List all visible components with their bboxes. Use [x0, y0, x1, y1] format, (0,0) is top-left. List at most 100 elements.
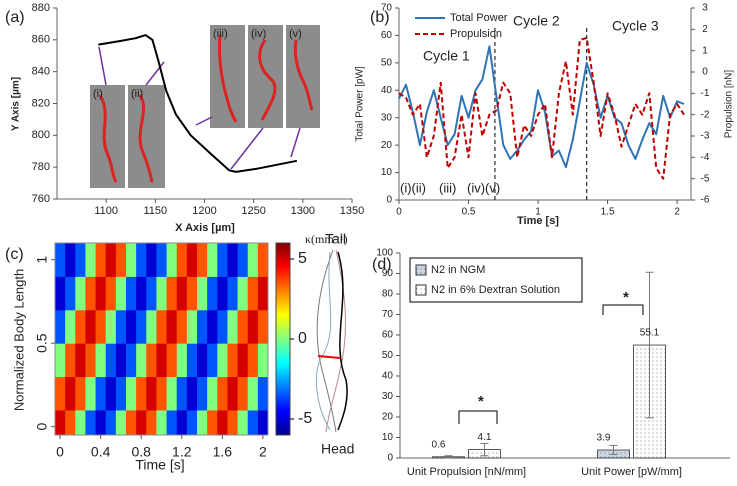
panel-label: (c) [5, 246, 24, 263]
annotation: (iv)(v) [467, 180, 500, 195]
worm [258, 39, 277, 121]
inset-image [210, 25, 245, 128]
heat-cell [146, 243, 157, 277]
heat-cell [75, 376, 86, 411]
heat-cell [115, 243, 127, 277]
x-tick-label: 1 [535, 207, 541, 218]
x-tick-label: 1.2 [172, 444, 192, 460]
heat-cell [186, 409, 198, 436]
heat-cell [95, 343, 107, 378]
annotation: * [478, 393, 484, 410]
heat-cell [227, 343, 239, 378]
heat-cell [197, 276, 208, 311]
y-tick-label: 10 [382, 432, 394, 443]
arrows [98, 46, 301, 170]
heat-cell [257, 376, 269, 411]
y-tick-label: 10 [381, 167, 393, 178]
heat-cell [105, 276, 117, 311]
heat-cell [115, 376, 127, 411]
heat-cell [176, 409, 188, 436]
heat-cell [75, 276, 86, 311]
annotation: Cycle 1 [423, 48, 470, 64]
x-axis-label: Time [s] [517, 215, 559, 227]
heat-cell [65, 343, 76, 378]
x-axis-label: Time [s] [135, 457, 184, 473]
legend-label: Total Power [450, 12, 508, 24]
sketch-line [337, 251, 348, 431]
heat-cell [85, 243, 97, 277]
y2-tick-label: -1 [701, 88, 710, 99]
heat-cell [136, 243, 147, 277]
data-line [98, 34, 298, 173]
y-tick-label: 20 [382, 412, 394, 423]
heat-cell [75, 343, 86, 378]
inset-image [286, 25, 320, 128]
data-label: 4.1 [478, 432, 492, 443]
heat-cell [156, 309, 168, 344]
heat-cell [55, 243, 66, 277]
heat-cell [207, 409, 218, 436]
heat-cell [75, 309, 86, 344]
heat-cell [95, 276, 107, 311]
y-tick-label: 860 [32, 34, 50, 46]
x-tick-label: 0.8 [131, 444, 151, 460]
y-tick-label: 80 [382, 289, 394, 300]
heat-cell [156, 343, 168, 378]
arrow [98, 46, 107, 86]
y-tick-label: 1 [34, 256, 50, 264]
legend-label: N2 in NGM [431, 264, 485, 276]
heat-cell [227, 309, 239, 344]
brackets [458, 304, 644, 424]
heat-cell [126, 309, 137, 344]
x-tick-label: 1100 [94, 205, 118, 217]
heat-cell [75, 243, 86, 277]
heat-cell [237, 343, 249, 378]
heat-cell [156, 409, 168, 436]
heat-cell [217, 309, 228, 344]
heat-cell [247, 243, 259, 277]
annotation: (ii) [131, 88, 143, 100]
heat-cell [166, 343, 178, 378]
heat-cell [186, 243, 198, 277]
worm-sketch [315, 249, 348, 433]
data-line [398, 36, 685, 180]
heat-cell [85, 376, 97, 411]
heat-cell [237, 376, 249, 411]
heat-cell [146, 376, 157, 411]
heat-cell [156, 376, 168, 411]
panel-label: (d) [372, 256, 392, 273]
heat-cell [257, 409, 269, 436]
y-tick-label: 50 [382, 350, 394, 361]
colorbar-tick-label: 5 [298, 250, 307, 267]
heat-cell [237, 276, 249, 311]
heat-cell [207, 376, 218, 411]
sketch-line [317, 355, 341, 359]
heat-cell [85, 276, 97, 311]
heat-cell [186, 276, 198, 311]
heat-cell [65, 376, 76, 411]
y-tick-label: 880 [32, 2, 50, 14]
heat-cell [166, 243, 178, 277]
annotation: (iii) [439, 180, 456, 195]
insets [90, 25, 320, 188]
heat-cell [55, 376, 66, 411]
heat-cell [85, 309, 97, 344]
heat-cell [207, 343, 218, 378]
bracket [458, 410, 498, 424]
colorbar-tick-label: -5 [298, 410, 312, 427]
inset-image [128, 85, 165, 188]
heat-cell [146, 343, 157, 378]
y-tick-label: 40 [381, 85, 393, 96]
bracket [602, 304, 644, 315]
y-tick-label: 0.5 [34, 333, 50, 353]
arrow [290, 127, 301, 158]
y2-tick-label: 3 [702, 3, 708, 14]
heat-cell [217, 376, 228, 411]
x-tick-label: 1150 [144, 205, 168, 217]
heat-cell [75, 409, 86, 436]
panel-label: (a) [5, 9, 25, 26]
x-tick-label: 0.5 [462, 207, 476, 218]
heat-cell [247, 343, 259, 378]
y-tick-label: 40 [382, 371, 394, 382]
y-tick-label: 760 [32, 193, 50, 205]
